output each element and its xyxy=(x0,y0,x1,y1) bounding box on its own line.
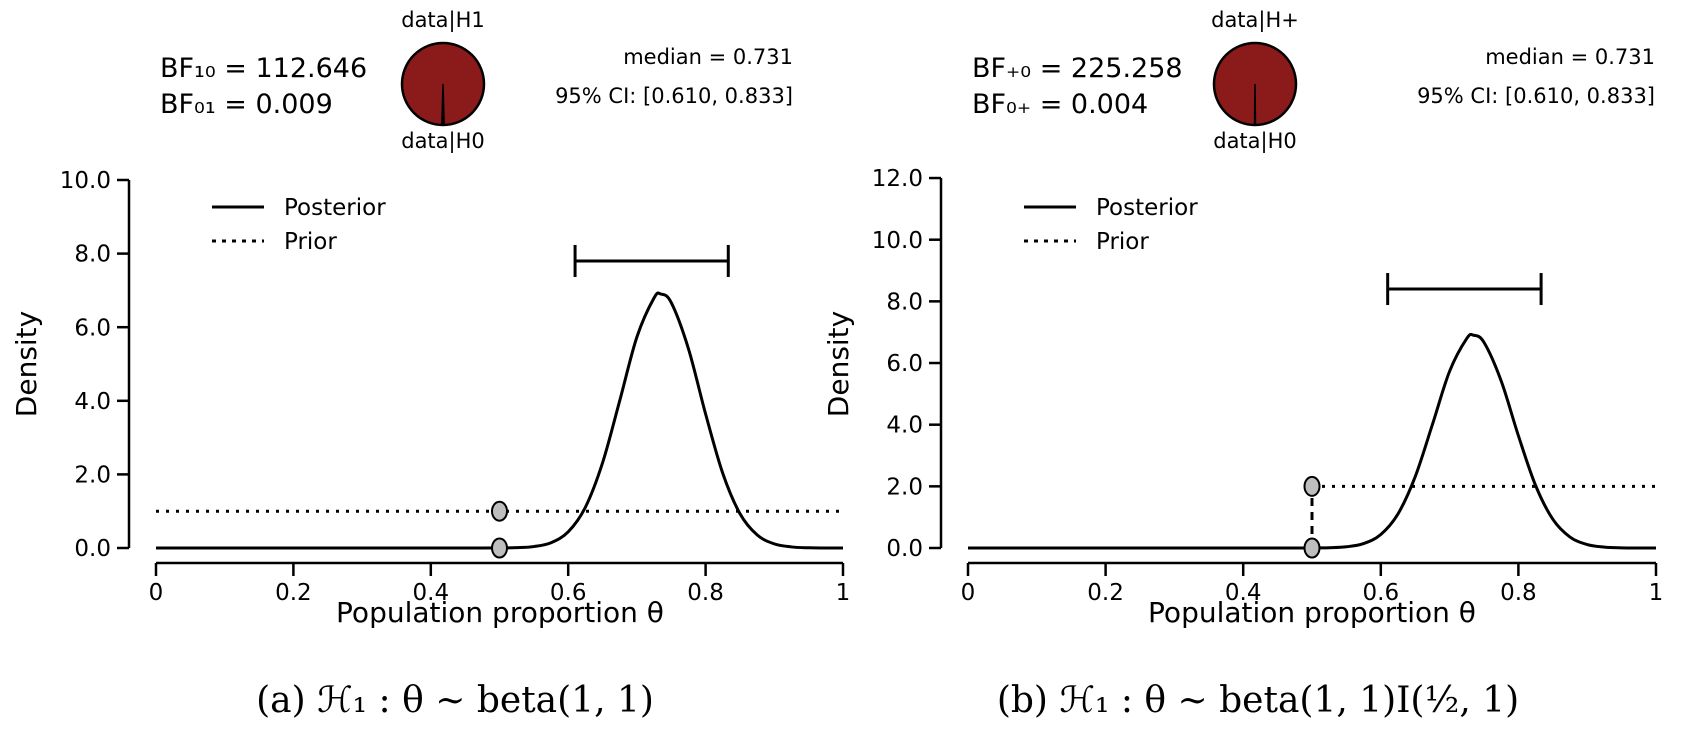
bf-0plus-value: BF₀₊ = 0.004 xyxy=(972,89,1148,120)
marker-dot xyxy=(1303,475,1321,497)
y-tick-label: 8.0 xyxy=(74,242,111,268)
y-tick-label: 10.0 xyxy=(60,168,111,194)
caption-a: (a) ℋ₁ : θ ∼ beta(1, 1) xyxy=(256,680,654,721)
y-tick-label: 8.0 xyxy=(886,289,923,315)
legend-posterior-label: Posterior xyxy=(1096,195,1198,221)
x-tick-label: 0.6 xyxy=(550,580,587,606)
x-tick-label: 0.4 xyxy=(413,580,450,606)
ci-text: 95% CI: [0.610, 0.833] xyxy=(1417,84,1655,108)
median-text: median = 0.731 xyxy=(623,45,793,69)
y-tick-label: 10.0 xyxy=(872,228,923,254)
x-tick-label: 0.8 xyxy=(1500,580,1537,606)
y-tick-label: 2.0 xyxy=(74,462,111,488)
y-tick-label: 6.0 xyxy=(886,351,923,377)
x-tick-label: 0.2 xyxy=(275,580,312,606)
x-tick-label: 0.4 xyxy=(1225,580,1262,606)
y-tick-label: 4.0 xyxy=(74,389,111,415)
marker-dot xyxy=(491,537,508,559)
panel-a-graphics: 0.0 2.0 4.0 6.0 8.0 10.0 0 0.2 0.4 0.6 0.8 1 xyxy=(60,41,851,606)
ci-text: 95% CI: [0.610, 0.833] xyxy=(555,84,793,108)
x-tick-label: 0.6 xyxy=(1363,580,1400,606)
legend-prior-label: Prior xyxy=(1096,229,1149,255)
bf01-value: BF₀₁ = 0.009 xyxy=(160,89,333,120)
y-tick-label: 0.0 xyxy=(886,536,923,562)
x-axis-title: Population proportion θ xyxy=(336,596,664,629)
bf-pie-h0-slice xyxy=(1253,83,1257,126)
x-tick-label: 0.8 xyxy=(687,580,724,606)
x-axis-title: Population proportion θ xyxy=(1148,596,1476,629)
posterior-curve xyxy=(155,291,844,550)
caption-b: (b) ℋ₁ : θ ∼ beta(1, 1)I(¹⁄₂, 1) xyxy=(997,680,1519,721)
x-tick-label: 1 xyxy=(1649,580,1664,606)
posterior-curve xyxy=(967,332,1657,550)
y-tick-label: 12.0 xyxy=(872,166,923,192)
x-tick-label: 0 xyxy=(961,580,976,606)
x-tick-label: 1 xyxy=(836,580,851,606)
x-tick-label: 0.2 xyxy=(1087,580,1124,606)
y-axis-title: Density xyxy=(822,311,855,417)
y-tick-label: 4.0 xyxy=(886,413,923,439)
y-tick-label: 2.0 xyxy=(886,474,923,500)
marker-dot xyxy=(1303,537,1321,559)
y-tick-label: 6.0 xyxy=(74,315,111,341)
legend-prior-label: Prior xyxy=(284,229,337,255)
bf-plus0-value: BF₊₀ = 225.258 xyxy=(972,53,1183,84)
panel-a: 0.0 2.0 4.0 6.0 8.0 10.0 0 0.2 0.4 0.6 0.8 1 BF₁₀ =… xyxy=(10,8,850,721)
y-axis-title: Density xyxy=(10,311,43,417)
pie-top-label: data|H1 xyxy=(401,8,485,33)
panel-b: 0.0 2.0 4.0 6.0 8.0 10.0 12.0 0 0.2 0.4 0.6 0.8 1 BF… xyxy=(822,8,1663,721)
bf-pie-h0-slice xyxy=(441,83,445,126)
panel-b-graphics: 0.0 2.0 4.0 6.0 8.0 10.0 12.0 0 0.2 0.4 0.6 0.8 1 xyxy=(872,41,1664,606)
pie-top-label: data|H+ xyxy=(1211,8,1299,33)
bf10-value: BF₁₀ = 112.646 xyxy=(160,53,367,84)
pie-bottom-label: data|H0 xyxy=(401,129,485,154)
x-tick-label: 0 xyxy=(149,580,164,606)
pie-bottom-label: data|H0 xyxy=(1213,129,1297,154)
median-text: median = 0.731 xyxy=(1485,45,1655,69)
marker-dot xyxy=(491,500,508,522)
legend-posterior-label: Posterior xyxy=(284,195,386,221)
y-tick-label: 0.0 xyxy=(74,536,111,562)
